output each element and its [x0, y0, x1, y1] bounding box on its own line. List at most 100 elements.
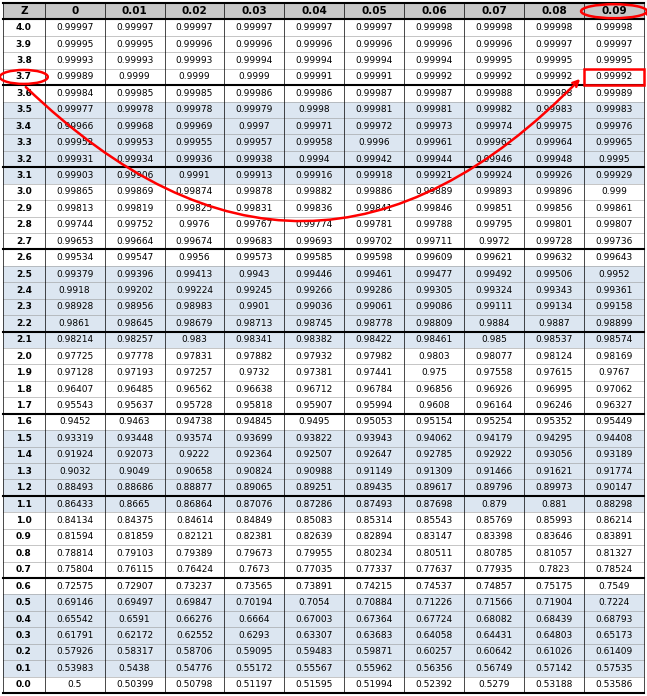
Bar	[3, 430, 45, 447]
Text: 0.73891: 0.73891	[296, 582, 333, 591]
Bar	[464, 19, 524, 36]
Text: 0.9608: 0.9608	[419, 401, 450, 410]
Text: 0.96856: 0.96856	[415, 385, 453, 393]
Bar	[45, 233, 105, 249]
Text: 0.67364: 0.67364	[356, 615, 393, 624]
Bar	[584, 627, 644, 644]
Bar	[45, 578, 105, 594]
Text: 0.99952: 0.99952	[56, 138, 93, 147]
Bar	[3, 578, 45, 594]
Text: 0.07: 0.07	[481, 6, 507, 16]
Bar	[225, 677, 285, 693]
Bar	[464, 578, 524, 594]
Bar	[105, 52, 164, 69]
Text: 0.98983: 0.98983	[176, 303, 213, 311]
Text: 0.73565: 0.73565	[236, 582, 273, 591]
Text: 0.99977: 0.99977	[56, 105, 93, 114]
Bar	[464, 167, 524, 184]
Bar	[225, 118, 285, 134]
Bar	[105, 365, 164, 381]
Text: 0.9943: 0.9943	[239, 269, 270, 278]
Bar	[164, 102, 225, 118]
Text: 0.99931: 0.99931	[56, 155, 93, 164]
Text: 0.68439: 0.68439	[536, 615, 573, 624]
Bar	[524, 545, 584, 562]
Bar	[3, 496, 45, 512]
Bar	[164, 611, 225, 627]
Bar	[45, 184, 105, 200]
Bar	[45, 331, 105, 348]
Bar	[584, 348, 644, 365]
Text: 0.08: 0.08	[542, 6, 567, 16]
Bar	[584, 594, 644, 611]
Text: 1.0: 1.0	[16, 516, 32, 525]
Text: 0.99981: 0.99981	[356, 105, 393, 114]
Text: 0.99906: 0.99906	[116, 171, 153, 180]
Bar	[404, 578, 464, 594]
Text: 1.2: 1.2	[16, 483, 32, 492]
Bar	[464, 348, 524, 365]
Text: 0.99986: 0.99986	[236, 89, 273, 98]
Bar	[464, 69, 524, 85]
Text: 0.89251: 0.89251	[296, 483, 333, 492]
Text: 0.93574: 0.93574	[176, 434, 213, 443]
Text: 0.68793: 0.68793	[595, 615, 633, 624]
Text: 0.87286: 0.87286	[296, 500, 333, 509]
Bar	[524, 562, 584, 578]
Text: 0.0: 0.0	[16, 680, 32, 689]
Bar	[45, 512, 105, 529]
Text: 0.93319: 0.93319	[56, 434, 93, 443]
Bar	[225, 266, 285, 283]
Bar	[344, 184, 404, 200]
Text: 0.99974: 0.99974	[476, 122, 513, 131]
Bar	[404, 118, 464, 134]
Text: 0.91774: 0.91774	[595, 467, 633, 475]
Bar	[45, 3, 105, 19]
Text: 0.99886: 0.99886	[356, 187, 393, 196]
Bar	[464, 611, 524, 627]
Bar	[584, 283, 644, 299]
Bar	[285, 52, 344, 69]
Text: 0.97558: 0.97558	[476, 368, 513, 377]
Text: 0.99995: 0.99995	[595, 56, 633, 65]
Bar	[404, 397, 464, 413]
Bar	[524, 184, 584, 200]
Text: 2.3: 2.3	[16, 303, 32, 311]
Bar	[464, 249, 524, 266]
Text: 0.83891: 0.83891	[595, 532, 633, 541]
Bar	[285, 266, 344, 283]
Bar	[285, 594, 344, 611]
Text: 0.75175: 0.75175	[536, 582, 573, 591]
Text: 0.98574: 0.98574	[595, 335, 633, 345]
Text: 0.58706: 0.58706	[176, 647, 213, 656]
Text: 0.76424: 0.76424	[176, 565, 213, 574]
Bar	[404, 480, 464, 496]
Text: 0.99361: 0.99361	[595, 286, 633, 295]
Bar	[225, 413, 285, 430]
Text: Z: Z	[20, 6, 28, 16]
Text: 0.9861: 0.9861	[59, 319, 91, 328]
Bar	[524, 365, 584, 381]
Bar	[45, 562, 105, 578]
Bar	[344, 134, 404, 151]
Bar	[45, 315, 105, 331]
Bar	[584, 69, 644, 85]
Bar	[404, 594, 464, 611]
Text: 0.93189: 0.93189	[595, 450, 633, 459]
Bar	[105, 677, 164, 693]
Bar	[584, 216, 644, 233]
Bar	[344, 578, 404, 594]
Text: 0.9463: 0.9463	[119, 418, 150, 427]
Text: 0.99831: 0.99831	[236, 204, 273, 213]
Text: 0.99998: 0.99998	[595, 23, 633, 32]
Text: 0.65542: 0.65542	[56, 615, 93, 624]
Text: 0.9495: 0.9495	[299, 418, 330, 427]
Text: 3.5: 3.5	[16, 105, 32, 114]
Text: 0.999: 0.999	[601, 187, 627, 196]
Text: 0.99413: 0.99413	[176, 269, 213, 278]
Bar	[45, 19, 105, 36]
Text: 0.99664: 0.99664	[116, 237, 153, 246]
Bar	[464, 430, 524, 447]
Text: 0.99996: 0.99996	[176, 40, 213, 49]
Text: 0.97932: 0.97932	[296, 351, 333, 361]
